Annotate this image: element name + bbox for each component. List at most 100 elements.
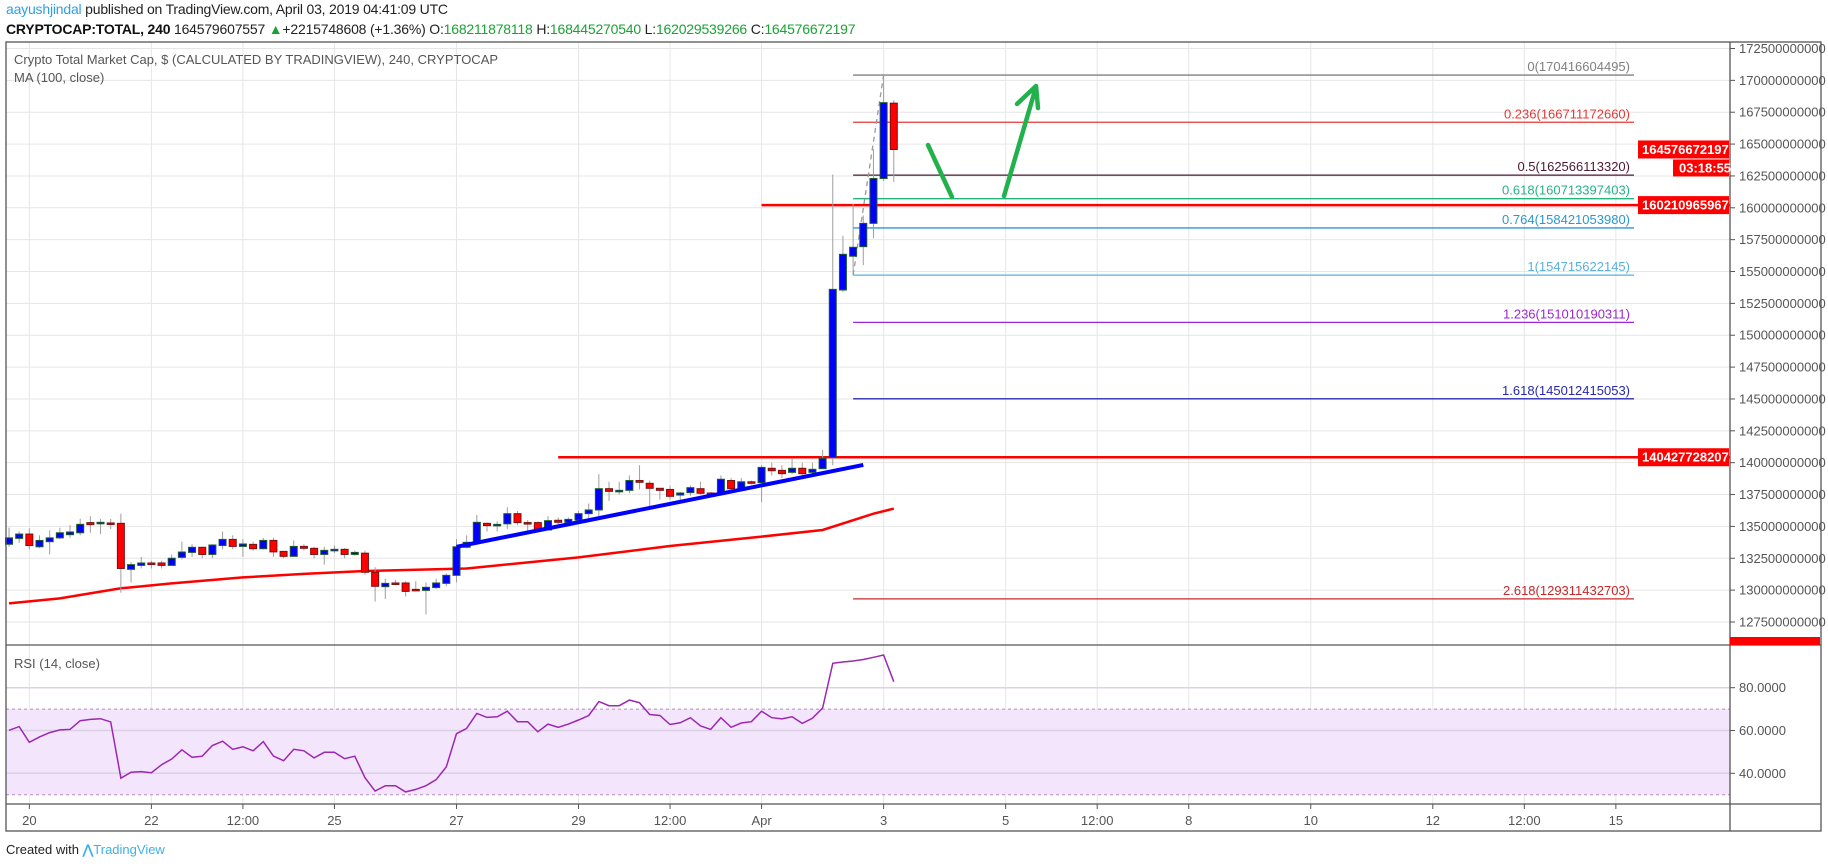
- candle-body: [259, 539, 268, 550]
- time-tick-label: 12:00: [1081, 813, 1114, 828]
- candle-body: [828, 288, 837, 459]
- time-tick-label: Apr: [751, 813, 772, 828]
- candle: [259, 537, 268, 550]
- level-price-label: 160210965967: [1642, 198, 1729, 213]
- tradingview-brand[interactable]: TradingView: [93, 842, 165, 857]
- candle: [76, 518, 85, 536]
- rsi-line: [8, 654, 895, 793]
- clipped-price-label: [1730, 637, 1820, 645]
- candle-body: [411, 588, 420, 592]
- candle: [371, 567, 380, 602]
- candle-body: [686, 487, 695, 494]
- time-axis[interactable]: 20 22 12:00 25 27 29 12:00 Apr 3 5 12:00 8 10 12 12:00…: [22, 804, 1623, 828]
- candle: [289, 540, 298, 557]
- fib-level-label: 0(170416604495): [1527, 59, 1630, 74]
- candle-body: [299, 545, 308, 549]
- candle: [157, 560, 166, 569]
- candle-body: [818, 457, 827, 470]
- candle: [55, 527, 64, 540]
- rsi-legend[interactable]: RSI (14, close): [14, 656, 100, 671]
- bar-countdown: 03:18:55: [1679, 160, 1731, 175]
- time-tick-label: 25: [327, 813, 341, 828]
- price-tick-label: 135000000000: [1739, 519, 1826, 534]
- candle: [655, 487, 664, 500]
- candle: [605, 481, 614, 501]
- candle-body: [66, 531, 75, 536]
- candle: [218, 531, 227, 550]
- high-value: 168445270540: [549, 21, 641, 37]
- candle: [198, 546, 207, 559]
- candle-body: [432, 582, 441, 589]
- candle: [249, 541, 258, 551]
- candle-body: [391, 582, 400, 585]
- candle-body: [513, 513, 522, 524]
- candle-body: [330, 548, 339, 552]
- horizontal-lines[interactable]: [558, 203, 1730, 459]
- price-axis[interactable]: 172500000000 170000000000 167500000000 1650…: [1730, 41, 1826, 629]
- time-tick-label: 12: [1426, 813, 1440, 828]
- fib-retracement[interactable]: 0(170416604495) 0.236(166711172660) 0.5(16…: [852, 59, 1634, 600]
- candle-body: [767, 467, 776, 472]
- time-tick-label: 12:00: [227, 813, 260, 828]
- time-tick-label: 20: [22, 813, 36, 828]
- countdown-bg: [1673, 159, 1729, 177]
- candle: [421, 582, 430, 615]
- candle: [35, 535, 44, 549]
- candle: [340, 548, 349, 559]
- candle-body: [106, 522, 115, 525]
- candle: [869, 149, 878, 239]
- ma-legend[interactable]: MA (100, close): [14, 70, 104, 85]
- candle: [442, 573, 451, 587]
- candle-body: [838, 253, 847, 291]
- rsi-axis[interactable]: 80.0000 60.0000 40.0000: [1730, 680, 1786, 781]
- candle: [167, 554, 176, 566]
- candle-body: [310, 547, 319, 555]
- rsi-tick-label: 40.0000: [1739, 766, 1786, 781]
- candles: [5, 75, 898, 615]
- candle-body: [645, 482, 654, 489]
- candle: [523, 520, 532, 532]
- candle: [401, 581, 410, 597]
- candle-body: [238, 543, 247, 547]
- candle-body: [788, 467, 797, 473]
- trendline[interactable]: [456, 463, 864, 549]
- candle: [310, 546, 319, 559]
- price-tick-label: 167500000000: [1739, 105, 1826, 120]
- candle-body: [289, 545, 298, 557]
- candle: [279, 550, 288, 559]
- close-value-label: C:: [750, 21, 765, 37]
- candle: [228, 535, 237, 550]
- candle: [828, 174, 837, 466]
- price-tick-label: 147500000000: [1739, 360, 1826, 375]
- candle-body: [879, 102, 888, 179]
- up-triangle-icon: ▲: [268, 21, 283, 37]
- level-price-label-bg: [1638, 196, 1729, 215]
- price-tick-label: 150000000000: [1739, 328, 1826, 343]
- candle-body: [25, 533, 34, 547]
- candle: [554, 517, 563, 526]
- candle-body: [76, 523, 85, 534]
- rsi-tick-label: 80.0000: [1739, 680, 1786, 695]
- candle: [320, 546, 329, 565]
- candle-body: [167, 557, 176, 566]
- candle-body: [666, 488, 675, 497]
- candle: [574, 511, 583, 522]
- last-price-label: 164576672197: [1642, 142, 1729, 157]
- author-link[interactable]: aayushjindal: [6, 1, 82, 17]
- candle: [106, 518, 115, 529]
- green-arrow-drawing[interactable]: [925, 83, 1041, 200]
- publish-info: aayushjindal published on TradingView.co…: [6, 1, 448, 17]
- candle: [615, 481, 624, 495]
- candle: [594, 474, 603, 517]
- level-price-label: 140427728207: [1642, 450, 1729, 465]
- candle: [879, 75, 888, 182]
- candle: [381, 578, 390, 600]
- candle: [116, 513, 125, 593]
- candle-body: [493, 523, 502, 527]
- candle: [747, 480, 756, 485]
- chart-title: Crypto Total Market Cap, $ (CALCULATED B…: [14, 52, 498, 67]
- fib-level-label: 0.236(166711172660): [1504, 106, 1630, 121]
- candle-body: [116, 522, 125, 569]
- price-tick-label: 140000000000: [1739, 455, 1826, 470]
